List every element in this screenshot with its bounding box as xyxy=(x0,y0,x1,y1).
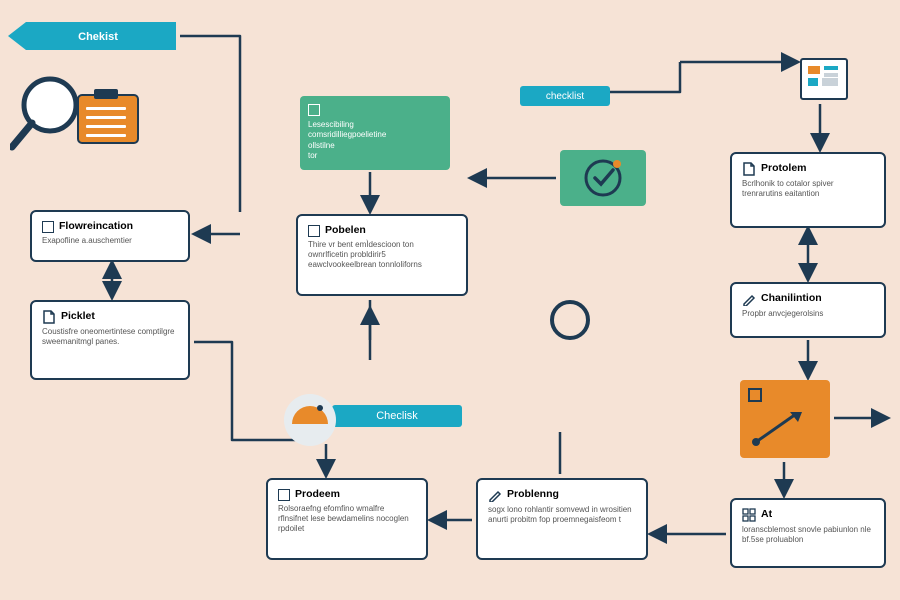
node-body: Coustisfre oneomertintese comptilgre swe… xyxy=(42,327,178,347)
green-card: Lesescibilingcomsridilliegpoelietineolls… xyxy=(300,96,450,170)
node-chanilintion: Chanilintion Propbr anvcjegerolsins xyxy=(730,282,886,338)
node-probleng: Problenng sogx lono rohlantir somvewd in … xyxy=(476,478,648,560)
node-protolem: Protolem Bcrlhonik to cotalor spiver tren… xyxy=(730,152,886,228)
checklist-label: checklist xyxy=(520,86,610,106)
square-icon xyxy=(278,489,290,501)
node-body: Rolsoraefng efomfino wmalfre rflnsifnet … xyxy=(278,504,416,534)
node-at: At loranscblemost snovle pabiunlon nle bf… xyxy=(730,498,886,568)
square-icon xyxy=(42,221,54,233)
node-title: At xyxy=(761,508,772,521)
svg-text:Chekist: Chekist xyxy=(78,31,118,43)
pencil-icon xyxy=(488,488,502,502)
pencil-icon xyxy=(742,292,756,306)
grid-icon xyxy=(742,508,756,522)
checkbox-icon xyxy=(308,104,320,116)
node-body: Exapofline a.auschemtier xyxy=(42,236,178,246)
node-title: Flowreincation xyxy=(59,220,133,233)
square-icon xyxy=(748,388,762,402)
teal-check-card xyxy=(560,150,646,206)
node-title: Prodeem xyxy=(295,488,340,501)
node-title: Problenng xyxy=(507,488,559,501)
node-title: Protolem xyxy=(761,162,807,175)
node-body: loranscblemost snovle pabiunlon nle bf.5… xyxy=(742,525,874,545)
flowchart-canvas: Chekist checklist Checlisk Lesescibilingcom… xyxy=(0,0,900,600)
node-body: Propbr anvcjegerolsins xyxy=(742,309,874,319)
checklist-arrow-banner: Chekist xyxy=(8,22,176,50)
orange-arrow-card xyxy=(740,380,830,458)
node-prodeem: Prodeem Rolsoraefng efomfino wmalfre rfln… xyxy=(266,478,428,560)
node-body: sogx lono rohlantir somvewd in wrositien… xyxy=(488,505,636,525)
doc-icon xyxy=(742,162,756,176)
node-picklet: Picklet Coustisfre oneomertintese comptil… xyxy=(30,300,190,380)
orb-icon xyxy=(280,390,340,450)
screen-icon xyxy=(800,58,848,100)
square-icon xyxy=(308,225,320,237)
ring-icon xyxy=(548,298,592,342)
doc-icon xyxy=(42,310,56,324)
node-body: Thire vr bent emÌdescioon ton ownrlficet… xyxy=(308,240,456,270)
checklist-bar: Checlisk xyxy=(332,405,462,427)
node-title: Pobelen xyxy=(325,224,366,237)
node-title: Chanilintion xyxy=(761,292,822,305)
node-pobelen: Pobelen Thire vr bent emÌdescioon ton own… xyxy=(296,214,468,296)
node-flowreincation: Flowreincation Exapofline a.auschemtier xyxy=(30,210,190,262)
node-body: Bcrlhonik to cotalor spiver trenrarutins… xyxy=(742,179,874,199)
node-title: Picklet xyxy=(61,310,95,323)
magnifier-clipboard-icon xyxy=(10,60,190,220)
